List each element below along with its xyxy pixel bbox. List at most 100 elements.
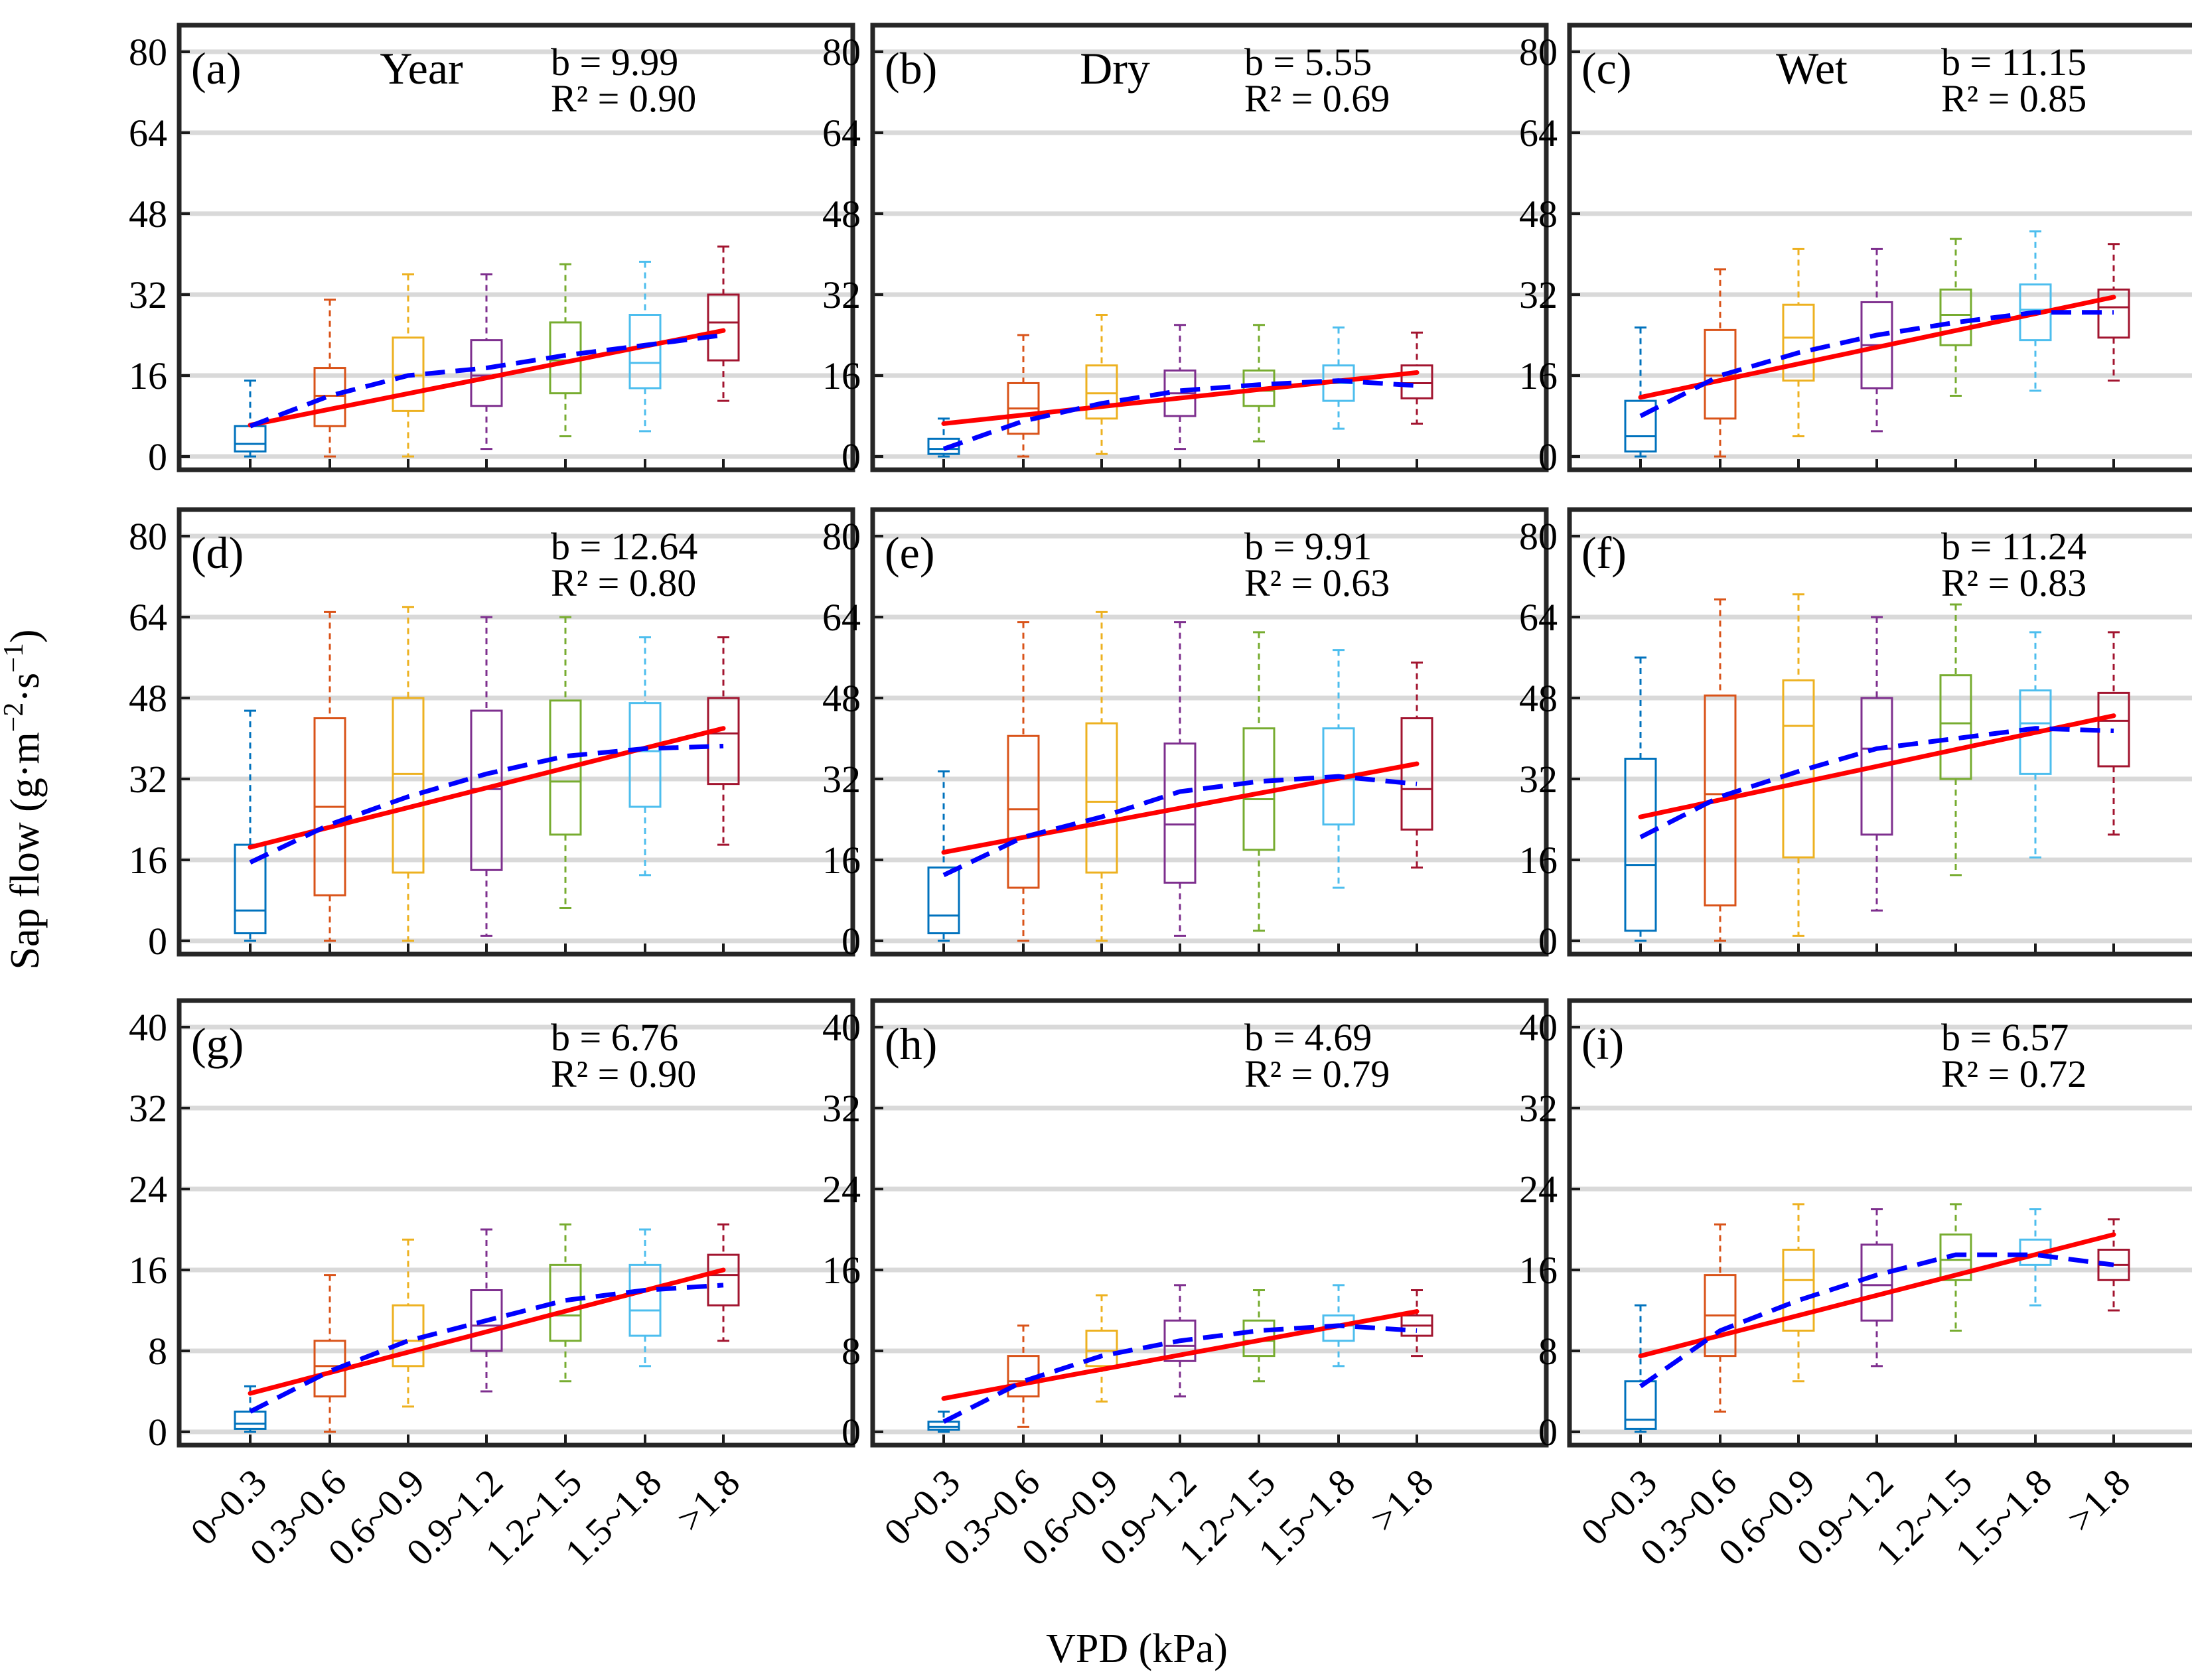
panel-label: (c) — [1581, 43, 1631, 94]
y-tick-label: 8 — [148, 1330, 167, 1373]
box-1.5~1.8 — [2019, 631, 2052, 859]
box-0.6~0.9 — [1085, 1294, 1118, 1403]
panel-title: Year — [380, 43, 463, 94]
y-axis-label: Sap flow (g·m−2·s−1) — [0, 630, 48, 970]
box-0~0.3 — [1624, 1304, 1657, 1433]
r2-annotation: R² = 0.90 — [551, 77, 696, 120]
box-0.3~0.6 — [1007, 621, 1040, 942]
y-tick-label: 32 — [822, 758, 861, 801]
y-tick-label: 16 — [1519, 839, 1558, 882]
iqr-box — [707, 1253, 740, 1306]
x-axis-label: VPD (kPa) — [1046, 1626, 1228, 1671]
iqr-box — [1085, 722, 1118, 874]
axes-frame — [870, 507, 1549, 957]
x-tick-label: >1.8 — [1362, 1460, 1441, 1540]
box->1.8 — [1400, 1289, 1433, 1358]
y-tick-label: 0 — [841, 920, 861, 963]
box-1.2~1.5 — [1939, 238, 1972, 397]
y-tick-label: 8 — [1538, 1330, 1558, 1373]
y-tick-label: 16 — [1519, 1249, 1558, 1292]
iqr-box — [234, 843, 267, 935]
iqr-box — [1860, 697, 1893, 836]
box-0.9~1.2 — [470, 273, 503, 451]
box-1.5~1.8 — [1322, 649, 1355, 889]
iqr-box — [1163, 1319, 1197, 1362]
box-0.9~1.2 — [1860, 1208, 1893, 1367]
y-tick-label: 16 — [822, 1249, 861, 1292]
box-0.3~0.6 — [1007, 334, 1040, 458]
nonlinear-fit-line — [942, 774, 1418, 878]
panel-label: (e) — [885, 527, 934, 578]
axes-frame — [177, 998, 855, 1448]
r2-annotation: R² = 0.83 — [1941, 561, 2086, 604]
y-tick-label: 64 — [822, 596, 861, 639]
y-tick-label: 32 — [1519, 273, 1558, 316]
box->1.8 — [1400, 662, 1433, 869]
nonlinear-fit-line — [249, 332, 724, 429]
box-0.3~0.6 — [1704, 1223, 1737, 1413]
box-0.9~1.2 — [1860, 247, 1893, 433]
y-tick-label: 16 — [822, 839, 861, 882]
iqr-box — [1704, 694, 1737, 907]
panel-i: 08162432400~0.30.3~0.60.6~0.90.9~1.21.2~… — [1519, 998, 2192, 1574]
box->1.8 — [2097, 631, 2130, 836]
y-tick-label: 64 — [1519, 596, 1558, 639]
y-tick-label: 48 — [822, 192, 861, 236]
iqr-box — [392, 336, 425, 412]
iqr-box — [628, 702, 662, 808]
iqr-box — [313, 367, 346, 427]
y-tick-label: 80 — [129, 31, 167, 74]
box-0.3~0.6 — [1007, 1324, 1040, 1428]
y-tick-label: 48 — [1519, 192, 1558, 236]
x-tick-label: >1.8 — [2059, 1460, 2138, 1540]
box-0~0.3 — [234, 380, 267, 458]
r2-annotation: R² = 0.72 — [1941, 1052, 2086, 1095]
y-tick-label: 8 — [841, 1330, 861, 1373]
y-tick-label: 80 — [1519, 31, 1558, 74]
y-tick-label: 64 — [129, 111, 167, 155]
y-tick-label: 40 — [822, 1006, 861, 1049]
iqr-box — [1704, 328, 1737, 420]
panel-label: (b) — [885, 43, 937, 94]
iqr-box — [392, 697, 425, 874]
iqr-box — [1400, 717, 1433, 831]
y-tick-label: 64 — [822, 111, 861, 155]
y-tick-label: 32 — [822, 273, 861, 316]
panel-title: Dry — [1080, 43, 1150, 94]
nonlinear-fit-line — [1639, 310, 2114, 419]
box-0.6~0.9 — [392, 606, 425, 942]
box-0.3~0.6 — [313, 299, 346, 458]
y-tick-label: 80 — [129, 515, 167, 558]
x-tick-label: >1.8 — [668, 1460, 748, 1540]
box-0.3~0.6 — [313, 1274, 346, 1433]
panel-label: (i) — [1581, 1018, 1624, 1069]
slope-annotation: b = 11.24 — [1941, 525, 2086, 568]
box-0.6~0.9 — [1085, 314, 1118, 455]
slope-annotation: b = 9.99 — [551, 40, 678, 84]
panel-title: Wet — [1776, 43, 1848, 94]
panel-label: (h) — [885, 1018, 937, 1069]
axes-frame — [177, 507, 855, 957]
y-tick-label: 0 — [148, 920, 167, 963]
iqr-box — [1939, 1233, 1972, 1281]
axes-frame — [1567, 23, 2192, 472]
box-1.2~1.5 — [1939, 1203, 1972, 1332]
slope-annotation: b = 5.55 — [1244, 40, 1372, 84]
panel-g: 08162432400~0.30.3~0.60.6~0.90.9~1.21.2~… — [129, 998, 855, 1574]
r2-annotation: R² = 0.80 — [551, 561, 696, 604]
y-tick-label: 32 — [129, 1087, 167, 1130]
box-1.2~1.5 — [1242, 1289, 1276, 1383]
linear-fit-line — [1638, 1232, 2116, 1359]
y-tick-label: 48 — [129, 677, 167, 720]
iqr-box — [1085, 364, 1118, 420]
iqr-box — [1007, 735, 1040, 889]
y-tick-label: 32 — [1519, 758, 1558, 801]
nonlinear-fit-line — [1639, 726, 2114, 839]
box-0.3~0.6 — [313, 610, 346, 942]
iqr-box — [470, 1289, 503, 1352]
y-tick-label: 32 — [129, 758, 167, 801]
box-0~0.3 — [234, 709, 267, 942]
r2-annotation: R² = 0.69 — [1244, 77, 1390, 120]
y-tick-label: 32 — [129, 273, 167, 316]
